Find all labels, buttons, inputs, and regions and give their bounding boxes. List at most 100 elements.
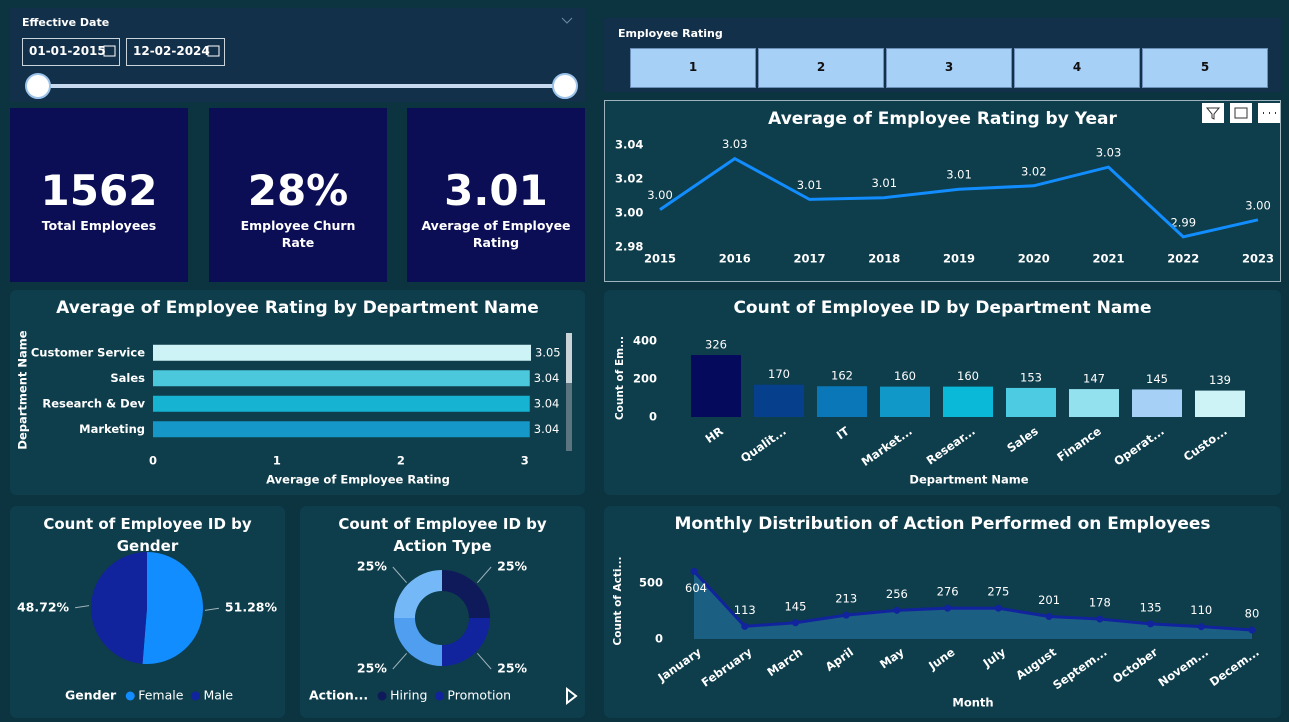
y-tick-label: 3.00 [615, 206, 643, 220]
x-tick-label: June [925, 645, 957, 673]
data-label: 80 [1245, 607, 1260, 621]
area [694, 571, 1252, 639]
line [692, 570, 1253, 632]
y-axis-title: Count of Acti... [612, 557, 624, 646]
rating-button[interactable]: 5 [1142, 48, 1268, 88]
data-label: 3.04 [534, 371, 560, 385]
legend-swatch [190, 691, 200, 701]
kpi-label: Employee Churn Rate [240, 218, 356, 250]
x-tick-label: March [764, 645, 805, 679]
kpi-value: 28% [247, 166, 349, 215]
x-tick-label: HR [703, 424, 726, 446]
x-tick-label: 2019 [943, 252, 975, 266]
chart-title: Count of Employee ID by Action Type [338, 515, 547, 555]
x-tick-label: IT [834, 424, 852, 443]
legend-label: Promotion [447, 688, 511, 703]
x-tick-label: Novem... [1156, 645, 1211, 690]
legend-swatch [434, 691, 444, 701]
point [1045, 612, 1053, 620]
point [690, 567, 698, 575]
hbar-chart-panel: Average of Employee Rating by Department… [10, 290, 585, 495]
chart: 0 200 400 326 HR 170 Qualit... 162 IT 160 Market..… [614, 334, 1245, 487]
data-label: 256 [886, 587, 908, 601]
data-label: 3.00 [647, 188, 673, 202]
area-chart-panel: Monthly Distribution of Action Performed… [604, 506, 1281, 718]
point [1147, 620, 1155, 628]
date-slicer[interactable]: Effective Date 01-01-2015 12-02-2024 [10, 8, 585, 102]
chevron [561, 17, 573, 24]
chart: 51.28% 48.72% Gender Female Male [17, 552, 277, 703]
x-tick-label: October [1110, 645, 1161, 686]
data-label: 178 [1089, 596, 1111, 610]
scrollbar[interactable] [566, 333, 572, 451]
point [1197, 623, 1205, 631]
line-chart-panel: Average of Employee Rating by Year 2.98 3… [604, 100, 1281, 282]
x-tick-label: 2018 [868, 252, 900, 266]
point [893, 606, 901, 614]
slider-handle[interactable] [25, 73, 51, 99]
rating-button[interactable]: 4 [1014, 48, 1140, 88]
slice [394, 570, 442, 618]
bar [817, 386, 867, 417]
leader-line [392, 653, 408, 670]
chart-title: Average of Employee Rating by Year [768, 109, 1117, 129]
data-label: 3.05 [535, 345, 561, 359]
data-label: 170 [768, 367, 790, 381]
data-label: 201 [1038, 593, 1060, 607]
slicer-title: Employee Rating [618, 27, 723, 40]
bar [1132, 389, 1182, 417]
data-label: 153 [1020, 370, 1042, 384]
point [1248, 626, 1256, 634]
data-label: 147 [1083, 372, 1105, 386]
legend-swatch [377, 691, 387, 701]
data-label: 2.99 [1170, 215, 1196, 229]
legend-next[interactable] [566, 686, 578, 706]
data-label: 213 [835, 592, 857, 606]
bar [153, 421, 530, 438]
leader-line [392, 566, 408, 583]
point [791, 619, 799, 627]
data-label: 160 [894, 369, 916, 383]
rating-button[interactable]: 2 [758, 48, 884, 88]
rating-button[interactable]: 3 [886, 48, 1012, 88]
x-tick-label: 2015 [644, 252, 676, 266]
kpi-label: Average of Employee Rating [421, 218, 571, 250]
x-tick-label: 2 [397, 454, 405, 468]
bar [754, 384, 804, 417]
data-label: 113 [734, 603, 756, 617]
chart: 2.98 3.00 3.02 3.04 2015 3.00 2016 3.03 2017 3.01… [615, 103, 1280, 266]
bar [153, 344, 531, 361]
legend-label: Female [138, 688, 184, 703]
kpi-card: 1562 Total Employees [10, 108, 188, 282]
x-tick-label: Decem... [1207, 645, 1262, 689]
chart-title: Count of Employee ID by Gender [43, 515, 252, 555]
data-label: 160 [957, 369, 979, 383]
rating-button[interactable]: 1 [630, 48, 756, 88]
x-tick-label: April [823, 645, 856, 674]
y-tick-label: 400 [633, 334, 657, 348]
slider-handle[interactable] [552, 73, 578, 99]
x-tick-label: Septem... [1050, 645, 1109, 692]
filter-icon[interactable] [1202, 103, 1224, 123]
slicer-title: Effective Date [22, 16, 110, 29]
data-label: 25% [357, 559, 387, 574]
y-tick-label: 0 [655, 632, 663, 646]
legend-title: Gender [65, 688, 117, 703]
data-label: 162 [831, 369, 853, 383]
chart: 25% 25% 25% 25% Action... Hiring Promotion [309, 559, 578, 706]
bar [1006, 387, 1056, 417]
end-date[interactable]: 12-02-2024 [126, 38, 225, 66]
start-date[interactable]: 01-01-2015 [22, 38, 120, 66]
legend-swatch [125, 691, 135, 701]
y-tick-label: 0 [649, 410, 657, 424]
x-tick-label: Qualit... [738, 424, 789, 465]
y-axis-title: Department Name [16, 330, 30, 449]
y-axis-title: Count of Em... [614, 336, 626, 420]
scroll-thumb[interactable] [566, 333, 572, 383]
x-tick-label: Resear... [924, 424, 978, 468]
focus-icon[interactable] [1230, 103, 1252, 123]
data-label: 3.03 [1096, 146, 1122, 160]
y-tick-label: Customer Service [31, 345, 145, 359]
x-tick-label: Market... [859, 424, 915, 469]
